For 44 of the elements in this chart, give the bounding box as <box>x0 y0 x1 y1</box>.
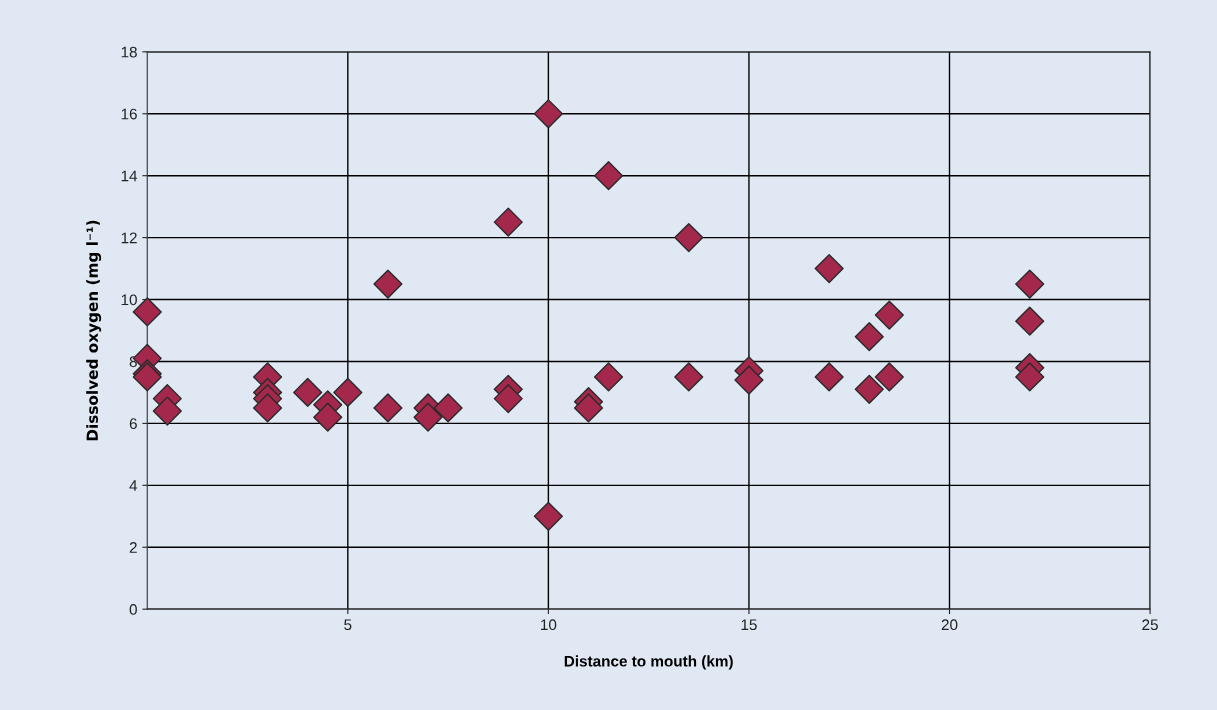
point <box>874 300 904 330</box>
point <box>593 362 624 392</box>
point <box>293 377 323 408</box>
point <box>1015 362 1045 392</box>
y-tick-label: 6 <box>129 418 137 430</box>
y-tick-label: 12 <box>121 232 137 244</box>
y-axis-title: Dissolved oxygen (mg l⁻¹) <box>86 220 102 441</box>
point <box>814 253 844 284</box>
point <box>373 269 403 299</box>
y-tick-label: 18 <box>121 46 137 58</box>
point <box>593 161 624 191</box>
point <box>152 396 182 426</box>
x-tick-label: 10 <box>541 619 557 631</box>
y-tick-label: 10 <box>121 294 137 306</box>
x-tick-label: 25 <box>1142 619 1158 631</box>
point <box>1015 269 1045 299</box>
y-tick-label: 16 <box>121 108 137 120</box>
x-tick-label: 15 <box>741 619 757 631</box>
point <box>814 362 844 392</box>
x-tick-label: 20 <box>941 619 958 631</box>
point <box>854 322 884 352</box>
point <box>674 223 704 253</box>
point <box>493 207 523 237</box>
point <box>533 501 563 531</box>
x-axis-title: Distance to mouth (km) <box>564 655 733 670</box>
y-tick-label: 14 <box>121 170 138 182</box>
point <box>493 384 523 414</box>
point <box>373 393 403 423</box>
point <box>674 362 704 392</box>
point <box>874 362 904 392</box>
point <box>854 374 884 404</box>
point <box>734 365 764 395</box>
point <box>573 393 604 423</box>
point <box>433 393 463 423</box>
point <box>253 393 283 423</box>
point <box>413 402 443 432</box>
point <box>333 377 363 408</box>
point <box>1015 306 1045 336</box>
y-tick-label: 2 <box>129 542 137 553</box>
x-tick-label: 5 <box>344 619 352 631</box>
y-tick-label: 4 <box>129 480 138 491</box>
point <box>533 99 563 129</box>
y-tick-label: 0 <box>129 604 137 615</box>
point <box>313 402 343 432</box>
